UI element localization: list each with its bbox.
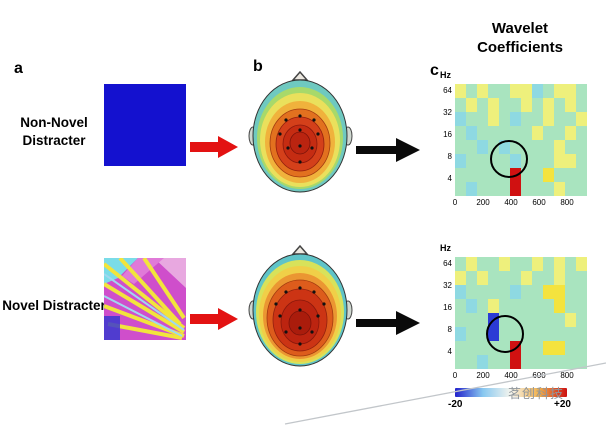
- panel-label-c: c: [430, 62, 439, 79]
- y-tick: 8: [447, 325, 452, 334]
- x-tick: 200: [476, 371, 490, 380]
- panel-label-a: a: [14, 60, 23, 77]
- highlight-circle-novel: [486, 315, 524, 353]
- novel-stimulus-image: [104, 258, 186, 340]
- topomap-novel: [248, 244, 353, 367]
- y-tick: 16: [443, 130, 452, 139]
- y-tick: 64: [443, 86, 452, 95]
- wavelet-panel-novel: Hz 64 32 16 8 4 0 200 400 600 800: [432, 243, 597, 385]
- colorbar-min-label: -20: [448, 399, 463, 410]
- x-tick: 800: [560, 371, 574, 380]
- topomap-non-novel: [248, 70, 353, 193]
- x-tick: 200: [476, 198, 490, 207]
- y-tick: 16: [443, 303, 452, 312]
- row-label-novel: Novel Distracter: [2, 298, 106, 313]
- x-tick: 800: [560, 198, 574, 207]
- figure-title: Wavelet Coefficients: [477, 20, 563, 56]
- wavelet-panel-non-novel: Hz 64 32 16 8 4 0 200 400 600 800: [432, 70, 597, 212]
- x-tick: 0: [452, 371, 458, 380]
- black-arrow-icon: [356, 138, 420, 162]
- highlight-circle-non-novel: [490, 140, 528, 178]
- wavelet-heatmap-non-novel: [455, 84, 587, 196]
- x-tick: 0: [452, 198, 458, 207]
- y-tick: 4: [447, 347, 452, 356]
- y-tick: 64: [443, 259, 452, 268]
- red-arrow-icon: [190, 136, 238, 158]
- wavelet-heatmap-novel: [455, 257, 587, 369]
- black-arrow-icon: [356, 311, 420, 335]
- y-tick: 32: [443, 108, 452, 117]
- blue-square-stimulus: [104, 84, 186, 166]
- x-tick: 600: [532, 371, 546, 380]
- y-tick: 32: [443, 281, 452, 290]
- hz-axis-label: Hz: [440, 243, 451, 253]
- y-tick: 8: [447, 152, 452, 161]
- x-tick: 400: [504, 198, 518, 207]
- row-label-non-novel: Non-Novel Distracter: [20, 115, 88, 148]
- watermark-text: 茗创科技: [508, 386, 565, 401]
- x-tick: 400: [504, 371, 518, 380]
- panel-label-b: b: [253, 58, 263, 75]
- hz-axis-label: Hz: [440, 70, 451, 80]
- red-arrow-icon: [190, 308, 238, 330]
- x-tick: 600: [532, 198, 546, 207]
- y-tick: 4: [447, 174, 452, 183]
